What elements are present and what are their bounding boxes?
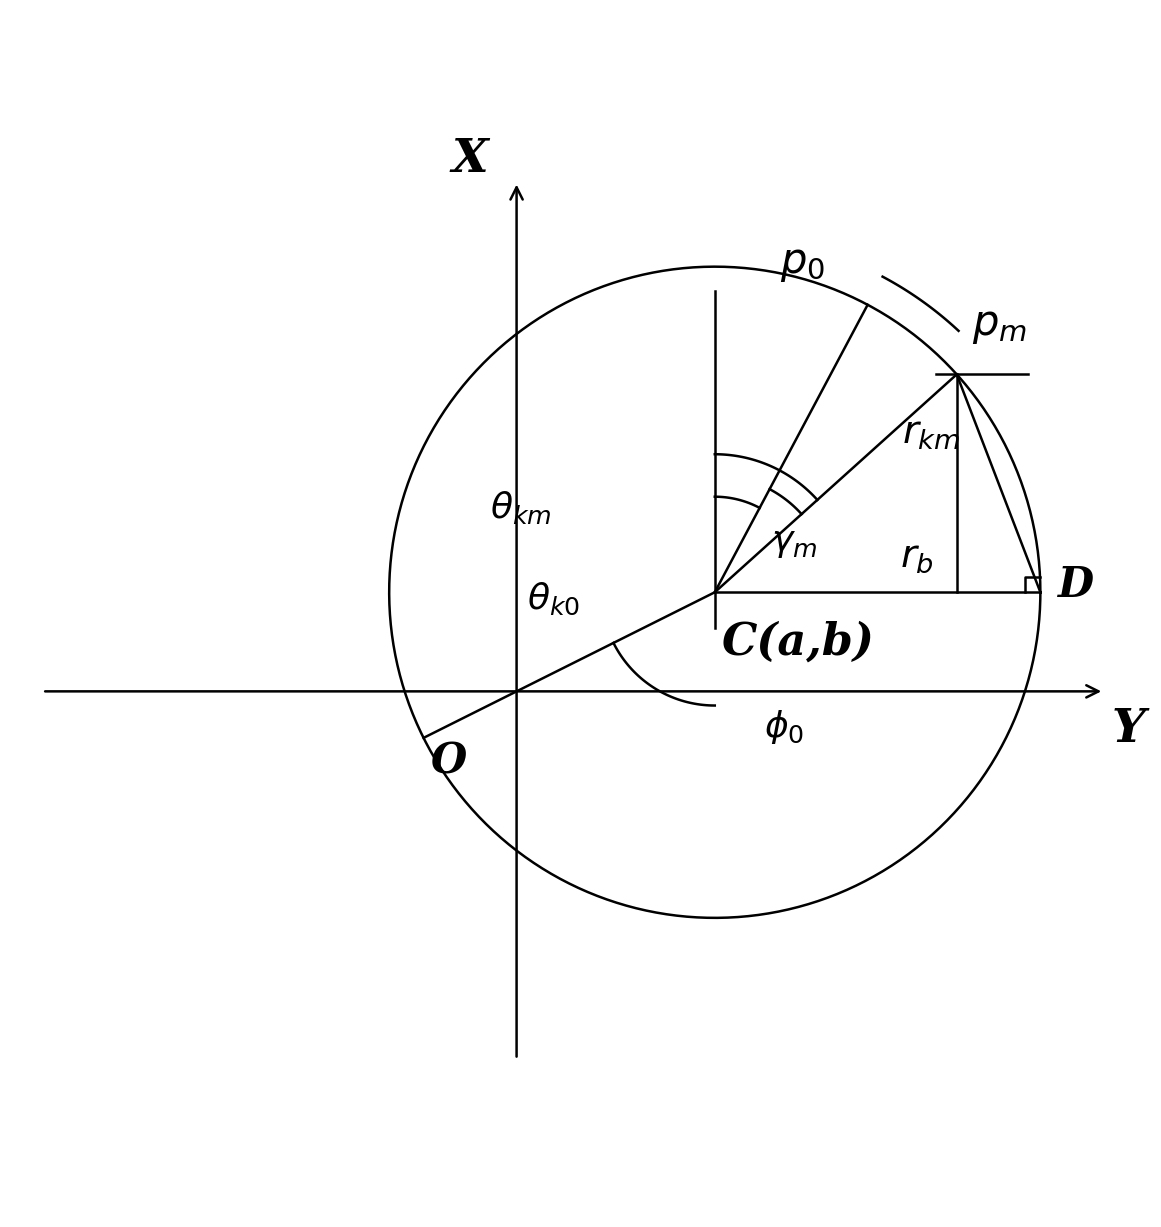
Text: $p_m$: $p_m$ xyxy=(972,304,1026,346)
Text: Y: Y xyxy=(1111,706,1145,751)
Text: C(a,b): C(a,b) xyxy=(722,621,874,664)
Text: O: O xyxy=(431,741,467,783)
Text: X: X xyxy=(452,136,489,182)
Text: D: D xyxy=(1058,564,1094,606)
Text: $\phi_0$: $\phi_0$ xyxy=(764,708,805,746)
Text: $r_{km}$: $r_{km}$ xyxy=(902,415,961,452)
Text: $\theta_{km}$: $\theta_{km}$ xyxy=(490,488,551,526)
Text: $\gamma_m$: $\gamma_m$ xyxy=(771,525,817,560)
Text: $r_b$: $r_b$ xyxy=(900,537,933,574)
Text: $\theta_{k0}$: $\theta_{k0}$ xyxy=(527,582,580,617)
Text: $p_0$: $p_0$ xyxy=(780,242,825,283)
